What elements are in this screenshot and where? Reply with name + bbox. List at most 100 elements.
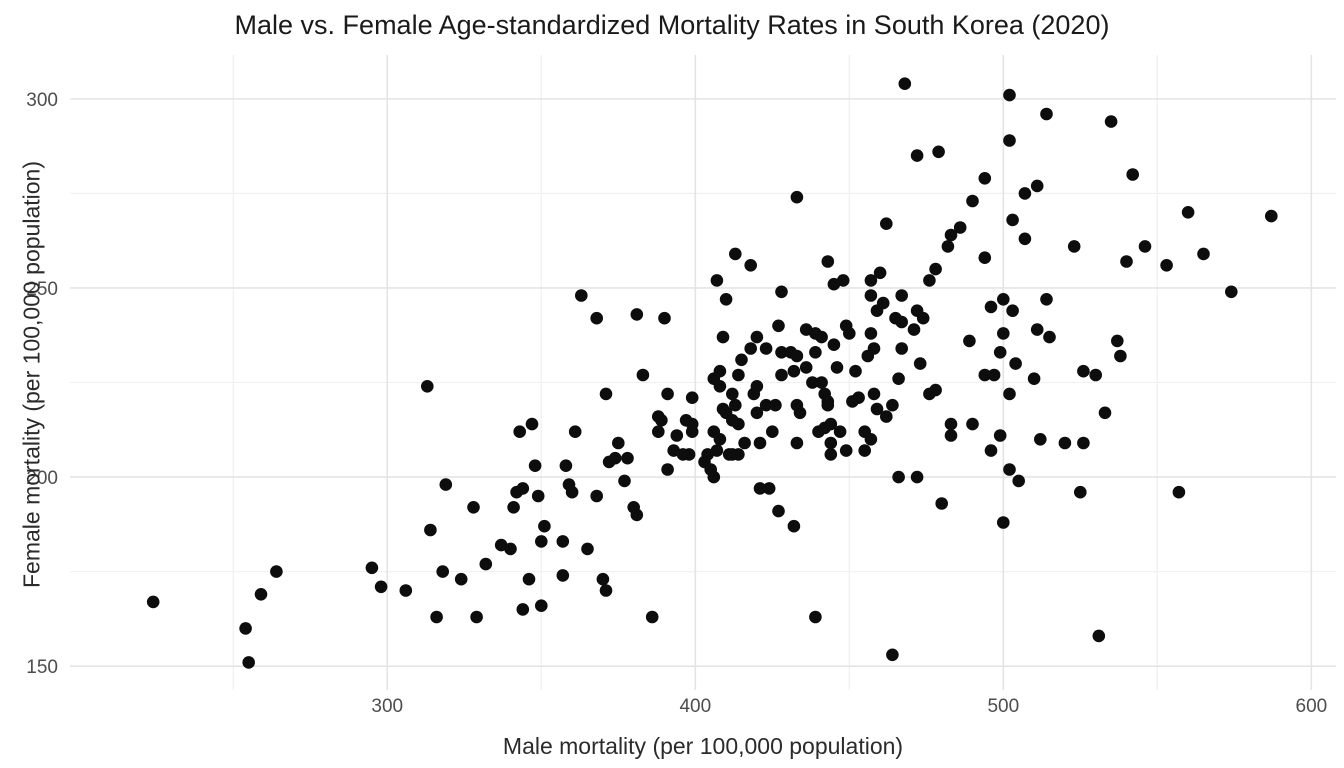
data-point <box>556 569 570 582</box>
data-point <box>944 228 958 242</box>
data-point <box>753 482 767 495</box>
data-point <box>1111 334 1124 348</box>
data-point <box>910 470 924 484</box>
data-point <box>753 436 767 450</box>
data-point <box>978 251 992 264</box>
data-point <box>852 391 865 405</box>
data-point <box>479 557 493 571</box>
data-point <box>1077 364 1090 378</box>
data-point <box>886 648 899 662</box>
data-point <box>809 610 822 624</box>
x-tick-label: 400 <box>679 696 711 717</box>
data-point <box>599 584 613 597</box>
data-point <box>612 436 625 450</box>
data-point <box>1089 368 1102 382</box>
data-point <box>1114 349 1127 363</box>
data-point <box>815 376 828 389</box>
data-point <box>522 572 536 586</box>
data-point <box>858 444 871 457</box>
data-point <box>787 519 801 533</box>
data-point <box>507 501 520 514</box>
data-point <box>978 172 992 185</box>
data-point <box>849 364 862 378</box>
data-point <box>864 274 878 287</box>
data-point <box>630 508 644 522</box>
data-point <box>880 217 893 230</box>
data-point <box>993 346 1007 359</box>
x-tick-label: 300 <box>371 696 403 717</box>
data-point <box>1003 134 1016 147</box>
data-point <box>895 342 908 355</box>
data-point <box>581 542 594 556</box>
data-point <box>242 656 255 669</box>
data-point <box>984 300 998 314</box>
data-point <box>821 255 835 268</box>
data-point <box>729 247 742 261</box>
data-point <box>599 387 613 401</box>
data-point <box>966 417 979 431</box>
data-point <box>769 398 782 412</box>
data-point <box>907 323 921 336</box>
data-point <box>775 346 788 359</box>
data-point <box>806 376 819 389</box>
data-point <box>1027 372 1041 386</box>
data-point <box>867 387 881 401</box>
data-point <box>713 433 727 446</box>
data-point <box>876 296 890 310</box>
data-point <box>1074 485 1087 499</box>
data-point <box>707 470 721 484</box>
data-point <box>923 274 936 287</box>
data-point <box>916 311 930 325</box>
data-point <box>682 448 696 461</box>
data-point <box>839 444 853 457</box>
data-point <box>652 425 665 439</box>
data-point <box>436 565 450 578</box>
data-point <box>913 357 927 370</box>
data-point <box>892 372 905 386</box>
data-point <box>596 572 610 586</box>
data-point <box>775 368 788 382</box>
data-point <box>867 342 881 355</box>
data-point <box>531 489 545 503</box>
y-tick-label: 300 <box>26 90 58 111</box>
data-point <box>870 402 884 416</box>
data-point <box>1067 240 1081 253</box>
data-point <box>824 436 838 450</box>
data-point <box>1058 436 1072 450</box>
data-point <box>1034 433 1047 446</box>
data-point <box>1040 107 1053 121</box>
data-point <box>772 504 785 518</box>
data-point <box>1181 206 1195 219</box>
data-point <box>528 459 542 473</box>
data-point <box>1006 213 1019 227</box>
data-point <box>516 603 530 616</box>
data-point <box>1225 285 1238 299</box>
data-point <box>1003 88 1016 102</box>
data-point <box>535 535 548 548</box>
data-point <box>239 622 252 635</box>
data-point <box>993 429 1007 442</box>
data-point <box>1120 255 1133 268</box>
data-point <box>365 561 379 575</box>
data-point <box>824 417 838 431</box>
data-point <box>978 368 992 382</box>
x-axis-title: Male mortality (per 100,000 population) <box>502 733 904 759</box>
x-tick-label: 500 <box>987 696 1019 717</box>
data-point <box>658 311 671 325</box>
data-point <box>744 259 757 272</box>
data-point <box>1003 387 1016 401</box>
data-point <box>833 425 847 439</box>
data-point <box>963 334 976 348</box>
data-point <box>910 149 924 162</box>
data-point <box>270 565 283 578</box>
data-point <box>953 221 967 234</box>
data-point <box>815 330 828 344</box>
data-point <box>590 489 603 503</box>
data-point <box>525 417 539 431</box>
data-point <box>467 501 480 514</box>
data-point <box>636 368 650 382</box>
data-point <box>824 448 838 461</box>
data-point <box>1104 115 1118 128</box>
data-point <box>738 436 751 450</box>
data-point <box>1098 406 1112 420</box>
